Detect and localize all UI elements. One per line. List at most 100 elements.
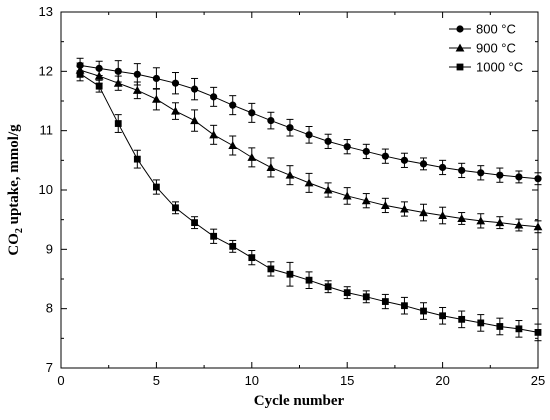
data-point — [248, 109, 256, 117]
data-point — [229, 242, 237, 250]
series-circle — [76, 57, 542, 186]
data-point — [210, 232, 218, 240]
data-point — [133, 70, 141, 78]
data-point — [228, 141, 238, 150]
data-point — [496, 323, 504, 330]
x-tick-label: 5 — [153, 373, 160, 388]
x-axis-title: Cycle number — [254, 393, 345, 409]
series-line — [79, 73, 539, 333]
legend-label: 900 °C — [476, 41, 516, 56]
y-axis-title-rest: uptake, mmol/g — [6, 124, 22, 228]
data-point — [95, 64, 103, 72]
data-point — [381, 298, 389, 305]
data-point — [361, 196, 371, 205]
x-tick-label: 20 — [435, 373, 449, 388]
legend-label: 800 °C — [476, 22, 516, 37]
data-point — [247, 152, 257, 161]
plot-frame — [60, 11, 539, 369]
y-tick-label: 10 — [39, 182, 53, 197]
data-point — [248, 254, 256, 262]
data-point — [380, 201, 390, 209]
y-axis-title-sub: 2 — [14, 228, 25, 233]
data-point — [171, 106, 180, 115]
x-tick-label: 0 — [57, 373, 64, 388]
series-triangle — [75, 62, 543, 234]
y-axis-title: CO2 uptake, mmol/g — [6, 124, 25, 256]
data-point — [495, 218, 505, 227]
y-tick-label: 9 — [46, 241, 53, 256]
data-point — [132, 85, 142, 94]
data-point — [458, 166, 466, 175]
legend-label: 1000 °C — [476, 60, 523, 75]
data-point — [305, 276, 313, 284]
legend-item: 1000 °C — [449, 60, 523, 75]
data-point — [476, 216, 486, 225]
data-point — [76, 70, 84, 78]
data-point — [210, 93, 218, 101]
data-point — [152, 74, 160, 83]
legend-item: 800 °C — [449, 22, 516, 37]
legend-marker — [456, 25, 464, 33]
data-point — [114, 120, 122, 127]
data-point — [515, 173, 523, 181]
data-point — [400, 156, 409, 164]
data-point — [381, 152, 389, 160]
data-point — [286, 124, 294, 132]
x-tick-label: 25 — [531, 373, 545, 388]
data-point — [477, 169, 485, 177]
data-point — [477, 319, 485, 327]
series-line — [80, 64, 539, 180]
legend-marker — [455, 43, 465, 52]
series-line — [79, 69, 539, 228]
data-point — [457, 214, 467, 222]
y-tick-label: 11 — [40, 123, 54, 138]
data-point — [190, 116, 199, 125]
y-tick-label: 12 — [39, 63, 53, 78]
data-point — [439, 163, 447, 172]
data-point — [514, 220, 524, 229]
data-point — [419, 160, 428, 168]
data-point — [458, 315, 466, 323]
series-layer — [75, 57, 543, 342]
data-point — [534, 175, 542, 183]
data-point — [401, 302, 408, 310]
data-point — [534, 329, 542, 336]
data-point — [113, 78, 123, 87]
x-tick-label: 10 — [245, 373, 259, 388]
data-point — [94, 71, 104, 80]
x-tick-label: 15 — [340, 373, 354, 388]
data-point — [285, 170, 295, 179]
series-square — [76, 66, 542, 342]
data-point — [419, 208, 428, 217]
data-point — [362, 293, 370, 301]
data-point — [362, 147, 370, 156]
data-point — [343, 143, 351, 151]
y-axis-title-main: CO — [6, 233, 22, 256]
data-point — [190, 85, 199, 93]
data-point — [342, 191, 352, 200]
data-point — [305, 131, 313, 139]
data-point — [266, 163, 276, 171]
data-point — [171, 79, 180, 87]
data-point — [324, 283, 332, 291]
data-point — [191, 219, 198, 227]
data-point — [400, 204, 409, 213]
data-point — [267, 265, 275, 273]
legend-marker — [456, 63, 464, 71]
data-point — [114, 67, 122, 75]
data-point — [515, 325, 523, 333]
data-point — [439, 312, 446, 320]
data-point — [153, 183, 160, 191]
y-tick-label: 7 — [46, 360, 53, 375]
data-point — [438, 211, 447, 220]
data-point — [152, 94, 161, 103]
data-point — [533, 222, 543, 231]
data-point — [209, 130, 219, 139]
data-point — [133, 155, 141, 163]
data-point — [324, 137, 332, 145]
data-point — [420, 307, 427, 315]
data-point — [172, 204, 179, 212]
y-tick-label: 13 — [39, 4, 53, 19]
data-point — [95, 82, 103, 90]
